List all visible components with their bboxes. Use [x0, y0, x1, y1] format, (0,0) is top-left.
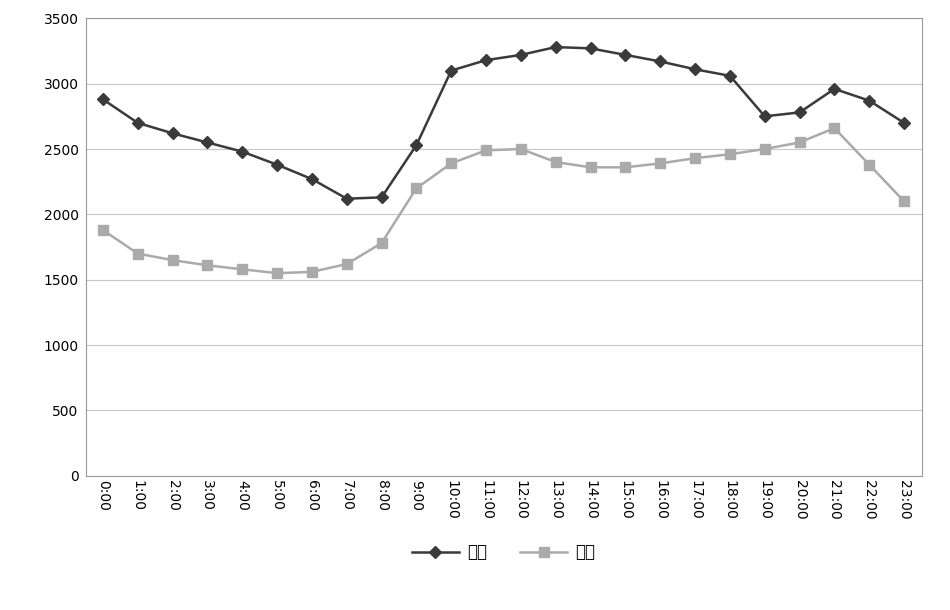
Line: 夏季: 夏季	[99, 43, 908, 203]
冬季	[376, 240, 388, 247]
冬季	[899, 198, 910, 205]
Line: 冬季: 冬季	[99, 124, 908, 278]
冬季	[794, 139, 806, 146]
夏季	[585, 45, 597, 52]
冬季	[97, 226, 108, 234]
夏季	[167, 130, 179, 137]
夏季	[550, 43, 561, 51]
夏季	[237, 148, 248, 156]
夏季	[481, 57, 492, 64]
冬季	[550, 159, 561, 166]
冬季	[690, 154, 701, 162]
冬季	[481, 146, 492, 154]
夏季	[132, 119, 143, 126]
冬季	[132, 250, 143, 257]
冬季	[655, 160, 666, 167]
夏季	[410, 142, 422, 149]
冬季	[864, 161, 875, 168]
冬季	[306, 268, 317, 276]
冬季	[515, 145, 526, 152]
Legend: 夏季, 冬季: 夏季, 冬季	[405, 537, 602, 568]
夏季	[759, 113, 770, 120]
夏季	[724, 72, 735, 79]
夏季	[306, 176, 317, 183]
冬季	[446, 160, 457, 167]
夏季	[201, 139, 213, 146]
冬季	[585, 163, 597, 171]
夏季	[828, 85, 840, 93]
夏季	[446, 67, 457, 74]
冬季	[724, 151, 735, 158]
夏季	[272, 161, 283, 168]
夏季	[515, 51, 526, 59]
冬季	[619, 163, 631, 171]
冬季	[201, 262, 213, 269]
夏季	[376, 194, 388, 201]
冬季	[167, 256, 179, 264]
夏季	[690, 66, 701, 73]
夏季	[97, 96, 108, 103]
夏季	[899, 119, 910, 126]
夏季	[864, 97, 875, 104]
冬季	[828, 124, 840, 132]
夏季	[341, 195, 352, 203]
冬季	[410, 185, 422, 192]
夏季	[655, 58, 666, 65]
冬季	[272, 270, 283, 277]
夏季	[794, 109, 806, 116]
冬季	[237, 265, 248, 273]
冬季	[341, 260, 352, 268]
冬季	[759, 145, 770, 152]
夏季	[619, 51, 631, 59]
